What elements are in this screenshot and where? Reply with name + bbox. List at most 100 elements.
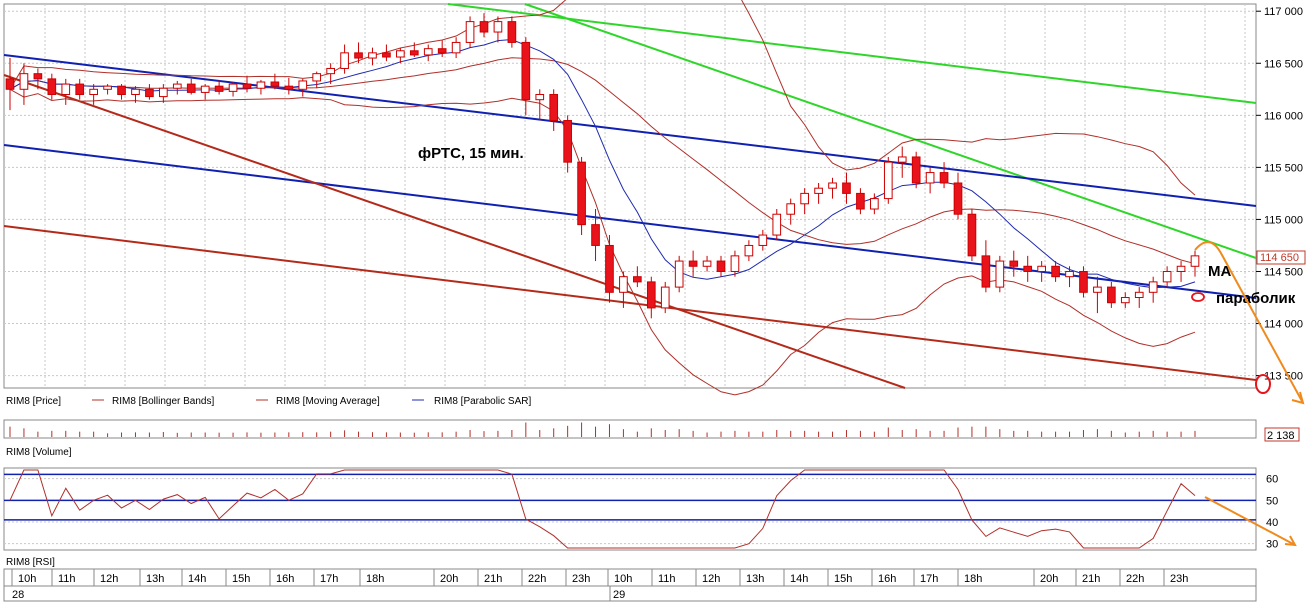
rsi-forecast-arrowhead — [1284, 535, 1297, 547]
candle — [619, 271, 628, 308]
candle — [270, 73, 280, 90]
candle-body — [646, 281, 656, 309]
candle-body — [633, 276, 642, 283]
candle-body — [382, 52, 391, 58]
candle — [382, 44, 391, 62]
rsi-panel-frame — [3, 467, 1257, 551]
candle-body — [1120, 297, 1130, 304]
red-trendline-flat — [3, 225, 1257, 381]
candle — [883, 156, 893, 204]
rsi-line — [9, 469, 1196, 549]
candle — [981, 240, 991, 293]
candle-body — [117, 85, 126, 95]
candle — [437, 40, 447, 58]
candle — [911, 151, 921, 189]
candle — [396, 47, 405, 64]
green-trendline-lower — [524, 3, 1257, 259]
target-circle-marker — [1255, 374, 1271, 394]
rsi-label: RIM8 [RSI] — [6, 557, 55, 568]
candle — [716, 255, 726, 277]
date-label: 28 — [12, 589, 24, 601]
candle-body — [1079, 270, 1088, 293]
candle — [563, 115, 572, 173]
candle-body — [814, 187, 823, 194]
candle-body — [730, 255, 740, 272]
bollinger-lower — [9, 88, 1196, 396]
candle — [1190, 250, 1200, 277]
candle-body — [995, 260, 1005, 288]
candle-body — [939, 172, 949, 184]
time-label: 16h — [276, 573, 294, 585]
price-tick-label: 114 500 — [1264, 266, 1303, 278]
candle-body — [47, 78, 57, 95]
candle — [1079, 266, 1088, 298]
rsi-grid — [4, 478, 1256, 545]
candle-body — [800, 192, 809, 205]
price-grid — [4, 4, 1256, 388]
candle-body — [131, 88, 140, 95]
candle — [1051, 261, 1060, 282]
last-price-label: 114 650 — [1260, 252, 1299, 264]
candle-body — [340, 52, 349, 69]
price-forecast-arrow — [1194, 241, 1304, 404]
candle — [89, 84, 98, 105]
time-axis-frame — [3, 568, 1257, 602]
time-label: 18h — [964, 573, 982, 585]
price-tick-label: 115 500 — [1264, 162, 1303, 174]
time-axis-labels: 10h 11h 12h 13h 14h 15h 16h 17h 18h 20h 21h 22h 23h 1… — [11, 569, 1188, 601]
candle-body — [856, 192, 865, 210]
candle — [1148, 276, 1158, 303]
candle-body — [312, 73, 322, 82]
candle-body — [563, 120, 572, 163]
candle-body — [242, 83, 252, 89]
candle-body — [326, 67, 335, 75]
candle — [131, 86, 140, 103]
candle — [423, 44, 433, 62]
price-tick-label: 114 000 — [1264, 319, 1303, 331]
time-label: 20h — [440, 573, 458, 585]
price-tick-label: 116 000 — [1264, 110, 1303, 122]
red-trendline-steep — [3, 74, 906, 389]
candle — [61, 78, 71, 105]
candle — [577, 156, 586, 236]
candle-body — [828, 182, 837, 189]
candle-body — [1065, 270, 1074, 278]
candle — [103, 84, 112, 95]
candle — [1134, 287, 1144, 308]
chart-title: фРТС, 15 мин. — [418, 145, 524, 162]
time-label: 13h — [146, 573, 164, 585]
rsi-tick-label: 50 — [1266, 495, 1278, 507]
time-label: 22h — [528, 573, 546, 585]
candle-body — [1190, 255, 1200, 267]
candle — [646, 276, 656, 319]
time-label: 11h — [658, 573, 676, 585]
candle-body — [577, 161, 586, 226]
candle — [1065, 266, 1074, 288]
candle-body — [883, 161, 893, 200]
candle-body — [145, 88, 154, 98]
candle-body — [702, 260, 712, 267]
candle-body — [396, 50, 405, 58]
time-label: 10h — [18, 573, 36, 585]
candle-body — [103, 85, 112, 90]
candle-body — [479, 21, 489, 33]
candle — [284, 77, 294, 95]
candle — [200, 84, 210, 100]
candle — [1009, 250, 1019, 277]
candle — [633, 266, 642, 288]
candle — [897, 146, 907, 178]
time-label: 12h — [702, 573, 720, 585]
candle-body — [1107, 286, 1116, 304]
price-tick-label: 115 000 — [1264, 214, 1303, 226]
date-label: 29 — [613, 589, 625, 601]
candle — [33, 68, 43, 90]
candle — [702, 255, 712, 272]
time-label: 11h — [58, 573, 76, 585]
candle-body — [1176, 265, 1186, 272]
price-panel-frame — [3, 3, 1257, 389]
candle-body — [1037, 265, 1046, 272]
candle-body — [674, 260, 684, 288]
candle-body — [535, 93, 545, 101]
time-label: 15h — [232, 573, 250, 585]
